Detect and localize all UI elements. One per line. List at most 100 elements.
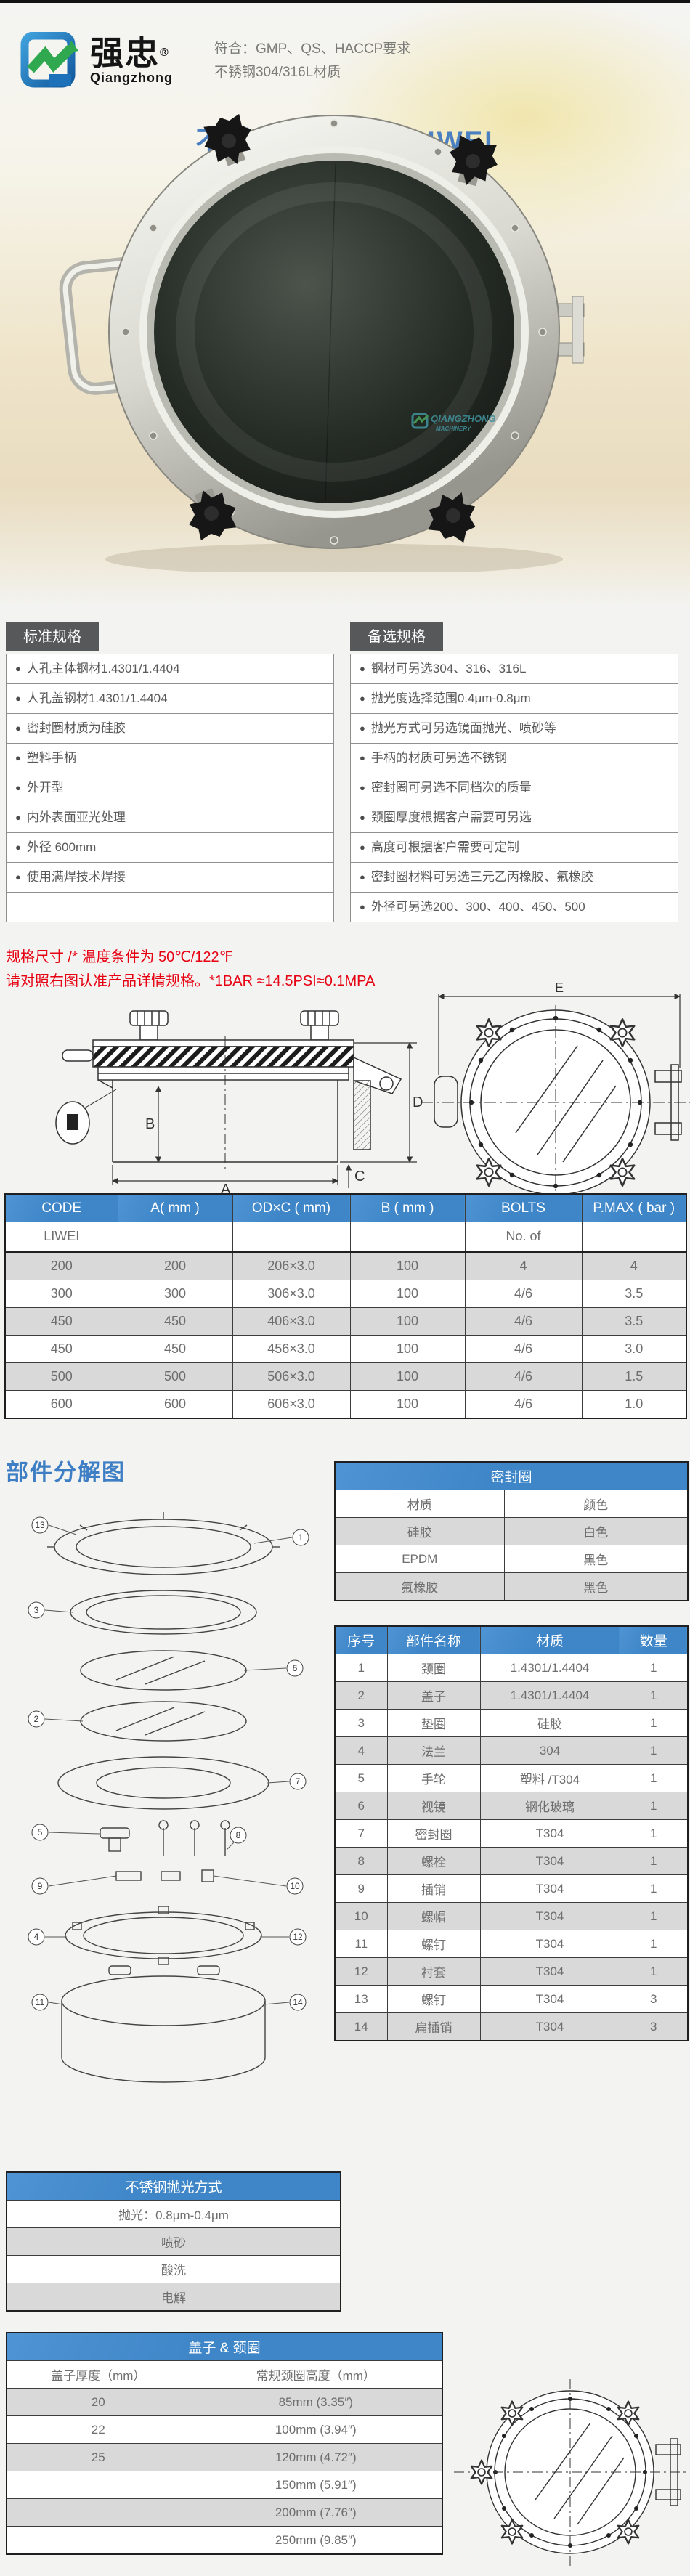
knob-icon xyxy=(100,1827,130,1852)
list-item: ● 钢材可另选304、316、316L xyxy=(351,654,678,683)
list-item-label: 手柄的材质可另选不锈钢 xyxy=(370,751,507,765)
note-temperature: 规格尺寸 /* 温度条件为 50℃/122℉ xyxy=(6,949,233,965)
table-cell: 1 xyxy=(619,1874,689,1903)
table-cell: 600 xyxy=(117,1390,233,1419)
table-cell: 黑色 xyxy=(503,1545,689,1573)
table-cell: T304 xyxy=(479,1902,620,1930)
table-cell: 硅胶 xyxy=(334,1517,505,1545)
note-pressure: 请对照右图认准产品详情规格。*1BAR ≈14.5PSI≈0.1MPA xyxy=(6,973,376,989)
table-row: 200mm (7.76″) xyxy=(6,2498,443,2527)
list-item: ● 密封圈可另选不同档次的质量 xyxy=(351,773,678,803)
table-header-row: CODE A( mm ) OD×C ( mm) B ( mm ) BOLTS P… xyxy=(4,1193,687,1222)
bullet-icon: ● xyxy=(360,752,365,763)
table-cell: T304 xyxy=(479,1957,620,1986)
dim-label-b: B xyxy=(145,1116,155,1132)
bullet-icon: ● xyxy=(360,901,365,912)
table-cell: 450 xyxy=(117,1335,233,1363)
table-row: 材质 颜色 xyxy=(334,1490,689,1518)
table-row: 25 120mm (4.72″) xyxy=(6,2443,443,2471)
table-cell: 衬套 xyxy=(386,1957,481,1986)
svg-text:9: 9 xyxy=(38,1881,43,1891)
table-cell: 硅胶 xyxy=(479,1709,620,1737)
table-cell: 500 xyxy=(117,1362,233,1391)
list-item-label: 人孔盖钢材1.4301/1.4404 xyxy=(26,691,168,705)
exploded-section-title: 部件分解图 xyxy=(6,1460,126,1485)
parts-table: 序号 部件名称 材质 数量 1 颈圈 1.4301/1.4404 1 2 盖子 1.430… xyxy=(334,1625,689,2041)
knob-icon xyxy=(300,1010,339,1041)
table-cell: 4 xyxy=(581,1251,687,1280)
size-table: CODE A( mm ) OD×C ( mm) B ( mm ) BOLTS P… xyxy=(4,1193,687,1419)
table-row: 10 螺帽 T304 1 xyxy=(334,1902,689,1930)
brand-name-cn: 强忠® xyxy=(90,33,170,72)
bullet-icon: ● xyxy=(15,663,21,674)
table-header-row: 密封圈 xyxy=(334,1461,689,1490)
table-row: 9 插销 T304 1 xyxy=(334,1874,689,1903)
table-cell: 100 xyxy=(349,1307,466,1336)
table-cell: 11 xyxy=(334,1930,388,1958)
table-cell: No. of xyxy=(464,1222,583,1253)
bullet-icon: ● xyxy=(360,663,365,674)
svg-text:4: 4 xyxy=(34,1932,39,1942)
svg-text:10: 10 xyxy=(290,1881,300,1891)
table-row: 300 300 306×3.0 100 4/6 3.5 xyxy=(4,1280,687,1308)
bullet-icon: ● xyxy=(15,693,21,704)
svg-text:1: 1 xyxy=(299,1532,304,1543)
svg-text:QIANGZHONG: QIANGZHONG xyxy=(431,413,496,424)
table-cell: 常规颈圈高度（mm） xyxy=(189,2360,443,2389)
table-cell: 200 xyxy=(117,1251,233,1280)
table-cell: T304 xyxy=(479,1847,620,1875)
table-row: 11 螺钉 T304 1 xyxy=(334,1930,689,1958)
tagline-certifications: 符合：GMP、QS、HACCP要求 xyxy=(214,41,411,57)
table-cell: 100 xyxy=(349,1390,466,1419)
dimension-lines xyxy=(438,993,681,1075)
table-cell: 颜色 xyxy=(503,1490,689,1518)
table-cell: 456×3.0 xyxy=(232,1335,351,1363)
table-cell: 14 xyxy=(334,2012,388,2041)
bullet-icon: ● xyxy=(360,782,365,793)
table-cell: 606×3.0 xyxy=(232,1390,351,1419)
table-cell: 插销 xyxy=(386,1874,481,1903)
column-header: 材质 xyxy=(479,1625,620,1654)
table-cell: 材质 xyxy=(334,1490,505,1518)
standard-specs-list: ● 人孔主体钢材1.4301/1.4404 ● 人孔盖钢材1.4301/1.4404… xyxy=(6,654,334,922)
table-title: 盖子 & 颈圈 xyxy=(6,2332,443,2361)
product-photo: QIANGZHONG MACHINERY xyxy=(59,109,585,572)
table-cell: 塑料 /T304 xyxy=(479,1764,620,1792)
dimension-lines xyxy=(112,1042,417,1188)
table-cell: 垫圈 xyxy=(386,1709,481,1737)
brand-text: 强忠® Qiangzhong xyxy=(90,33,173,86)
table-cell: 螺钉 xyxy=(386,1930,481,1958)
list-item-label: 密封圈材料可另选三元乙丙橡胶、氟橡胶 xyxy=(370,870,593,884)
table-cell: 250mm (9.85″) xyxy=(189,2526,443,2555)
table-cell: 4/6 xyxy=(464,1390,583,1419)
bullet-icon: ● xyxy=(15,782,21,793)
table-cell: 抛光：0.8μm-0.4μm xyxy=(6,2200,341,2228)
table-cell: 手轮 xyxy=(386,1764,481,1792)
table-row: 4 法兰 304 1 xyxy=(334,1736,689,1765)
list-item: ● 抛光度选择范围0.4μm-0.8μm xyxy=(351,683,678,713)
svg-text:5: 5 xyxy=(38,1827,43,1837)
svg-text:7: 7 xyxy=(296,1776,301,1787)
knob-icon xyxy=(129,1010,169,1041)
table-cell: 4/6 xyxy=(464,1280,583,1308)
list-item: ● 密封圈材质为硅胶 xyxy=(7,713,333,743)
table-cell: 200 xyxy=(4,1251,118,1280)
list-item-label: 高度可根据客户需要可定制 xyxy=(370,840,519,854)
svg-text:2: 2 xyxy=(34,1714,39,1724)
dim-label-c: C xyxy=(354,1169,365,1185)
table-cell: 1 xyxy=(619,1709,689,1737)
column-header: OD×C ( mm) xyxy=(232,1193,351,1222)
svg-text:8: 8 xyxy=(236,1830,241,1840)
table-cell: 22 xyxy=(6,2415,190,2444)
svg-text:14: 14 xyxy=(293,1997,303,2007)
table-cell: 85mm (3.35″) xyxy=(189,2388,443,2416)
table-title: 不锈钢抛光方式 xyxy=(6,2171,341,2201)
list-item: ● 人孔盖钢材1.4301/1.4404 xyxy=(7,683,333,713)
table-row: 5 手轮 塑料 /T304 1 xyxy=(334,1764,689,1792)
header-taglines: 符合：GMP、QS、HACCP要求 不锈钢304/316L材质 xyxy=(214,38,410,84)
table-cell: 1 xyxy=(334,1654,388,1682)
spec-notes: 规格尺寸 /* 温度条件为 50℃/122℉ 请对照右图认准产品详情规格。*1B… xyxy=(6,946,375,994)
table-cell: 150mm (5.91″) xyxy=(189,2471,443,2499)
seal-ring-table: 密封圈 材质 颜色 硅胶 白色 EPDM 黑色 氟橡胶 黑色 xyxy=(334,1461,689,1601)
